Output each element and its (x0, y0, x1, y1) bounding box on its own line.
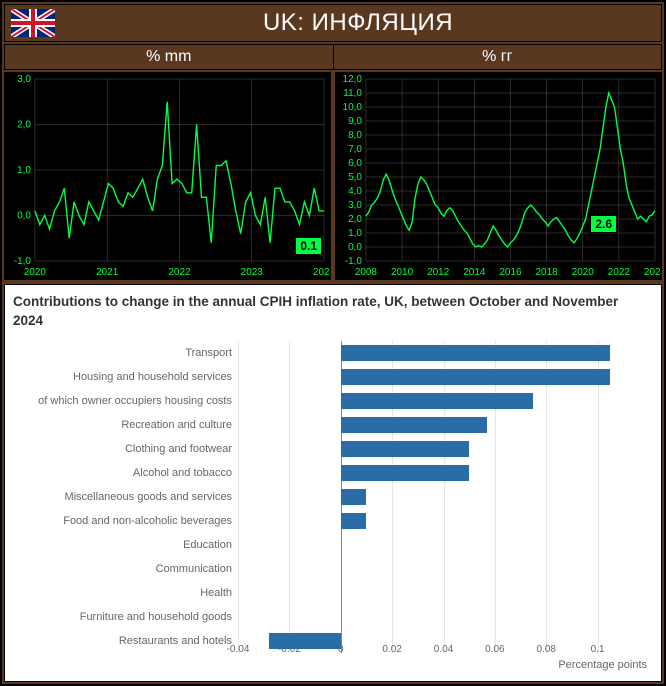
bar-rect (269, 633, 341, 649)
bar-rect (341, 417, 487, 433)
bar-row: Education (13, 533, 647, 557)
svg-text:2020: 2020 (24, 267, 47, 278)
bar-label: of which owner occupiers housing costs (13, 395, 238, 407)
bar-area (238, 417, 647, 433)
subhead-right: % гг (333, 45, 662, 69)
bar-rect (341, 465, 469, 481)
bar-label: Furniture and household goods (13, 611, 238, 623)
bar-chart: -0.04-0.0200.020.040.060.080.1TransportH… (13, 337, 647, 673)
bar-label: Education (13, 539, 238, 551)
svg-text:3,0: 3,0 (17, 74, 31, 85)
bar-label: Restaurants and hotels (13, 635, 238, 647)
bar-row: Alcohol and tobacco (13, 461, 647, 485)
svg-text:12,0: 12,0 (343, 74, 363, 85)
svg-text:2018: 2018 (536, 267, 559, 278)
svg-text:2021: 2021 (96, 267, 119, 278)
bar-row: Miscellaneous goods and services (13, 485, 647, 509)
bar-row: Clothing and footwear (13, 437, 647, 461)
svg-text:-1,0: -1,0 (14, 256, 32, 267)
page-title: UK: ИНФЛЯЦИЯ (55, 9, 661, 37)
svg-text:1,0: 1,0 (348, 228, 362, 239)
bar-label: Clothing and footwear (13, 443, 238, 455)
bar-label: Transport (13, 347, 238, 359)
bar-row: Communication (13, 557, 647, 581)
subhead-left: % mm (5, 45, 333, 69)
svg-text:2008: 2008 (355, 267, 378, 278)
bar-row: of which owner occupiers housing costs (13, 389, 647, 413)
bar-area (238, 489, 647, 505)
svg-text:2012: 2012 (427, 267, 450, 278)
svg-text:4,0: 4,0 (348, 186, 362, 197)
svg-text:2,0: 2,0 (348, 214, 362, 225)
bar-area (238, 537, 647, 553)
svg-text:2024: 2024 (644, 267, 661, 278)
bar-area (238, 393, 647, 409)
svg-text:1,0: 1,0 (17, 165, 31, 176)
bar-area (238, 633, 647, 649)
svg-text:2,0: 2,0 (17, 119, 31, 130)
bar-row: Restaurants and hotels (13, 629, 647, 653)
bar-row: Housing and household services (13, 365, 647, 389)
svg-text:8,0: 8,0 (348, 130, 362, 141)
svg-text:-1,0: -1,0 (345, 256, 363, 267)
bar-area (238, 561, 647, 577)
svg-text:2010: 2010 (391, 267, 414, 278)
bar-area (238, 345, 647, 361)
svg-text:10,0: 10,0 (343, 102, 363, 113)
bar-label: Housing and household services (13, 371, 238, 383)
header-bar: UK: ИНФЛЯЦИЯ (4, 4, 662, 42)
x-axis-label: Percentage points (558, 659, 647, 671)
bar-label: Alcohol and tobacco (13, 467, 238, 479)
bar-area (238, 513, 647, 529)
bar-chart-panel: Contributions to change in the annual CP… (4, 284, 662, 682)
chart-mm-badge: 0.1 (295, 237, 322, 255)
svg-text:2024: 2024 (313, 267, 330, 278)
svg-text:2022: 2022 (168, 267, 191, 278)
bar-label: Miscellaneous goods and services (13, 491, 238, 503)
bar-area (238, 609, 647, 625)
bar-row: Recreation and culture (13, 413, 647, 437)
bar-area (238, 441, 647, 457)
bar-row: Health (13, 581, 647, 605)
bar-area (238, 465, 647, 481)
svg-text:3,0: 3,0 (348, 200, 362, 211)
svg-text:0,0: 0,0 (17, 210, 31, 221)
svg-text:2022: 2022 (608, 267, 631, 278)
bar-rect (341, 441, 469, 457)
bar-label: Health (13, 587, 238, 599)
bar-rect (341, 393, 534, 409)
bar-row: Transport (13, 341, 647, 365)
svg-text:11,0: 11,0 (343, 88, 362, 99)
svg-text:7,0: 7,0 (348, 144, 362, 155)
svg-text:2016: 2016 (499, 267, 522, 278)
bar-row: Food and non-alcoholic beverages (13, 509, 647, 533)
bar-rect (341, 345, 611, 361)
svg-text:2014: 2014 (463, 267, 486, 278)
chart-yy: -1,0 0,0 1,0 2,0 3,0 4,0 5,0 6,0 7,0 8,0 9,0 10,0 11… (335, 72, 662, 280)
svg-text:2020: 2020 (572, 267, 595, 278)
bar-area (238, 585, 647, 601)
bar-rect (341, 369, 611, 385)
bar-label: Recreation and culture (13, 419, 238, 431)
bar-area (238, 369, 647, 385)
chart-yy-badge: 2.6 (590, 215, 617, 233)
bar-label: Communication (13, 563, 238, 575)
svg-text:0,0: 0,0 (348, 242, 362, 253)
chart-mm: -1,0 0,0 1,0 2,0 3,0 2020 2021 2022 2023 2024 0.1 (4, 72, 331, 280)
bar-rect (341, 489, 367, 505)
dashboard: UK: ИНФЛЯЦИЯ % mm % гг -1,0 0,0 1,0 2,0 3,0 2… (0, 0, 666, 686)
bar-row: Furniture and household goods (13, 605, 647, 629)
subheader-row: % mm % гг (4, 44, 662, 70)
svg-text:2023: 2023 (241, 267, 264, 278)
uk-flag-icon (11, 9, 55, 37)
line-charts-row: -1,0 0,0 1,0 2,0 3,0 2020 2021 2022 2023 2024 0.1… (4, 72, 662, 280)
svg-text:6,0: 6,0 (348, 158, 362, 169)
svg-text:9,0: 9,0 (348, 116, 362, 127)
svg-text:5,0: 5,0 (348, 172, 362, 183)
bar-rect (341, 513, 367, 529)
bar-chart-title: Contributions to change in the annual CP… (13, 293, 647, 331)
bar-label: Food and non-alcoholic beverages (13, 515, 238, 527)
